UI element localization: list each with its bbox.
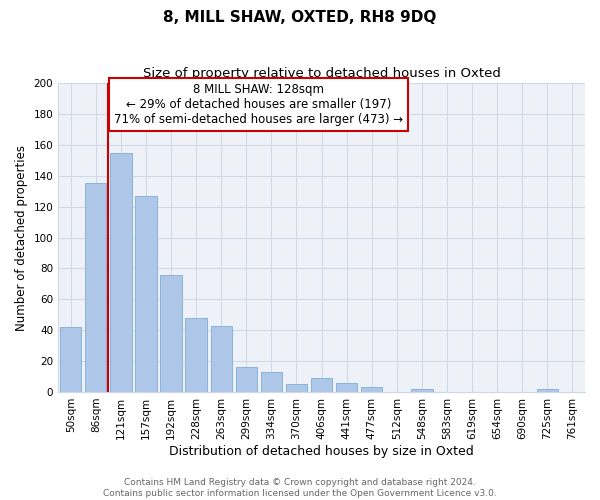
Bar	[160, 274, 182, 392]
Bar	[286, 384, 307, 392]
Bar	[185, 318, 207, 392]
Text: 8 MILL SHAW: 128sqm
← 29% of detached houses are smaller (197)
71% of semi-detac: 8 MILL SHAW: 128sqm ← 29% of detached ho…	[114, 83, 403, 126]
Bar	[211, 326, 232, 392]
Bar	[336, 382, 358, 392]
Title: Size of property relative to detached houses in Oxted: Size of property relative to detached ho…	[143, 68, 500, 80]
Bar	[361, 388, 382, 392]
Bar	[136, 196, 157, 392]
Text: Contains HM Land Registry data © Crown copyright and database right 2024.
Contai: Contains HM Land Registry data © Crown c…	[103, 478, 497, 498]
Bar	[411, 389, 433, 392]
Bar	[236, 367, 257, 392]
Bar	[60, 327, 82, 392]
Text: 8, MILL SHAW, OXTED, RH8 9DQ: 8, MILL SHAW, OXTED, RH8 9DQ	[163, 10, 437, 25]
Bar	[110, 152, 131, 392]
Y-axis label: Number of detached properties: Number of detached properties	[15, 144, 28, 330]
Bar	[537, 389, 558, 392]
Bar	[85, 184, 106, 392]
Bar	[261, 372, 282, 392]
Bar	[311, 378, 332, 392]
X-axis label: Distribution of detached houses by size in Oxted: Distribution of detached houses by size …	[169, 444, 474, 458]
